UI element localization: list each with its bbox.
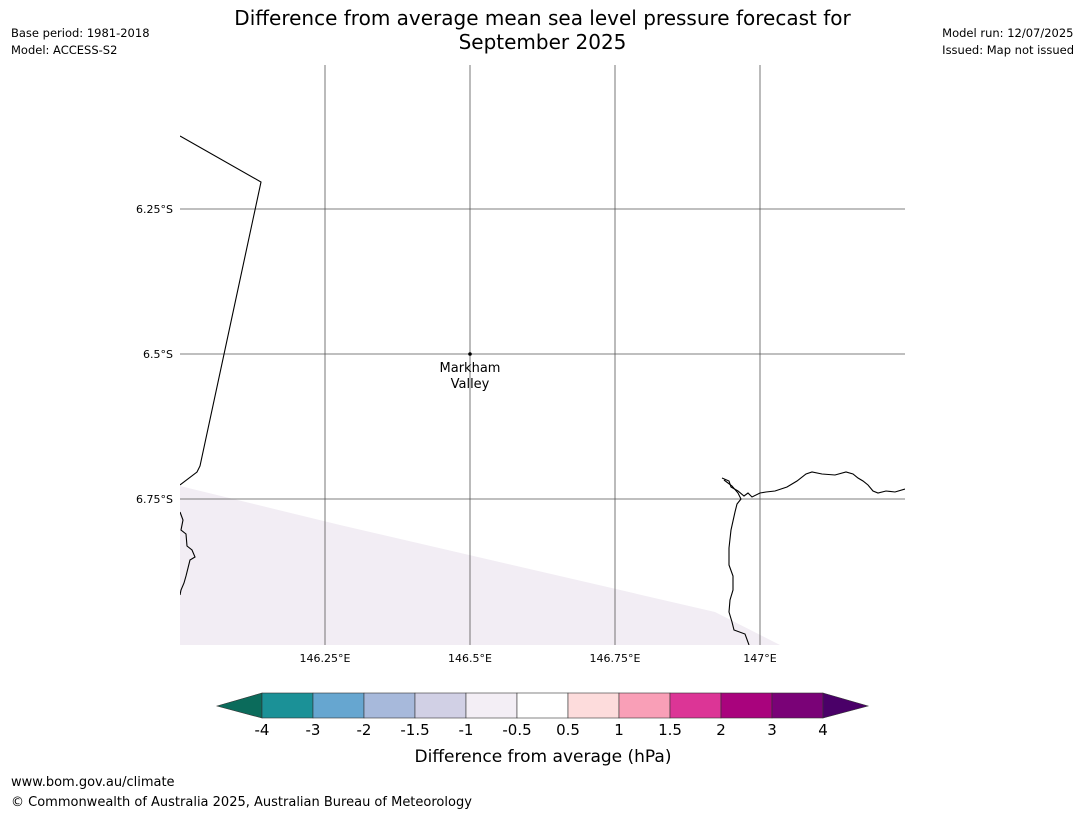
border-line [180,135,262,486]
issued-status: Issued: Map not issued [942,43,1074,57]
colorbar-segment [312,692,365,719]
colorbar: -4 -3 -2 -1.5 -1 -0.5 0.5 1 1.5 2 3 4 Difference fr… [215,692,870,767]
colorbar-tick-label: -2 [357,721,372,739]
lon-label-146-75: 146.75°E [590,652,641,665]
graticule [180,65,905,645]
lat-label-6-75: 6.75°S [136,493,173,506]
lat-label-6-5: 6.5°S [143,348,173,361]
metadata-left: Base period: 1981-2018 Model: ACCESS-S2 [11,25,150,59]
model-run: Model run: 12/07/2025 [942,26,1074,40]
colorbar-segment [465,692,518,719]
lon-label-146-5: 146.5°E [448,652,492,665]
colorbar-segment [669,692,722,719]
title-line-2: September 2025 [458,30,627,54]
colorbar-extend-high [822,692,870,719]
colorbar-tick-label: -4 [255,721,270,739]
longitude-labels: 146.25°E 146.5°E 146.75°E 147°E [300,652,777,665]
colorbar-tick-labels: -4 -3 -2 -1.5 -1 -0.5 0.5 1 1.5 2 3 4 [255,721,828,739]
colorbar-segment [363,692,416,719]
model-name: Model: ACCESS-S2 [11,43,118,57]
colorbar-segment [720,692,773,719]
coastline-east [721,471,905,498]
colorbar-extend-low [215,692,263,719]
colorbar-segment [516,692,569,719]
forecast-shaded-region [180,486,780,645]
place-marker-dot [468,352,472,356]
place-label-line-1: Markham [440,361,501,376]
colorbar-segment [414,692,467,719]
colorbar-tick-label: -1.5 [400,721,429,739]
colorbar-tick-label: -1 [459,721,474,739]
colorbar-tick-label: 4 [818,721,828,739]
colorbar-tick-label: -3 [306,721,321,739]
map-title: Difference from average mean sea level p… [0,6,1085,54]
colorbar-tick-label: 1 [614,721,624,739]
metadata-right: Model run: 12/07/2025 Issued: Map not is… [942,25,1074,59]
colorbar-tick-label: 0.5 [556,721,580,739]
title-line-1: Difference from average mean sea level p… [234,6,851,30]
colorbar-segment [261,692,314,719]
map-panel: Markham Valley [180,65,905,645]
footer-copyright: © Commonwealth of Australia 2025, Austra… [11,795,472,810]
coastlines [180,135,905,645]
colorbar-tick-label: -0.5 [502,721,531,739]
colorbar-segment [771,692,824,719]
coastline-east-gulf [723,479,750,645]
latitude-labels: 6.25°S 6.5°S 6.75°S [136,203,173,506]
colorbar-segments [261,692,824,719]
base-period: Base period: 1981-2018 [11,26,150,40]
lon-label-146-25: 146.25°E [300,652,351,665]
place-label-line-2: Valley [451,377,490,392]
lon-label-147: 147°E [743,652,776,665]
colorbar-label: Difference from average (hPa) [415,747,672,767]
colorbar-tick-label: 1.5 [658,721,682,739]
colorbar-segment [618,692,671,719]
colorbar-tick-label: 2 [716,721,726,739]
colorbar-segment [567,692,620,719]
coastline-west [180,511,196,596]
footer-url: www.bom.gov.au/climate [11,775,175,790]
lat-label-6-25: 6.25°S [136,203,173,216]
colorbar-tick-label: 3 [767,721,777,739]
